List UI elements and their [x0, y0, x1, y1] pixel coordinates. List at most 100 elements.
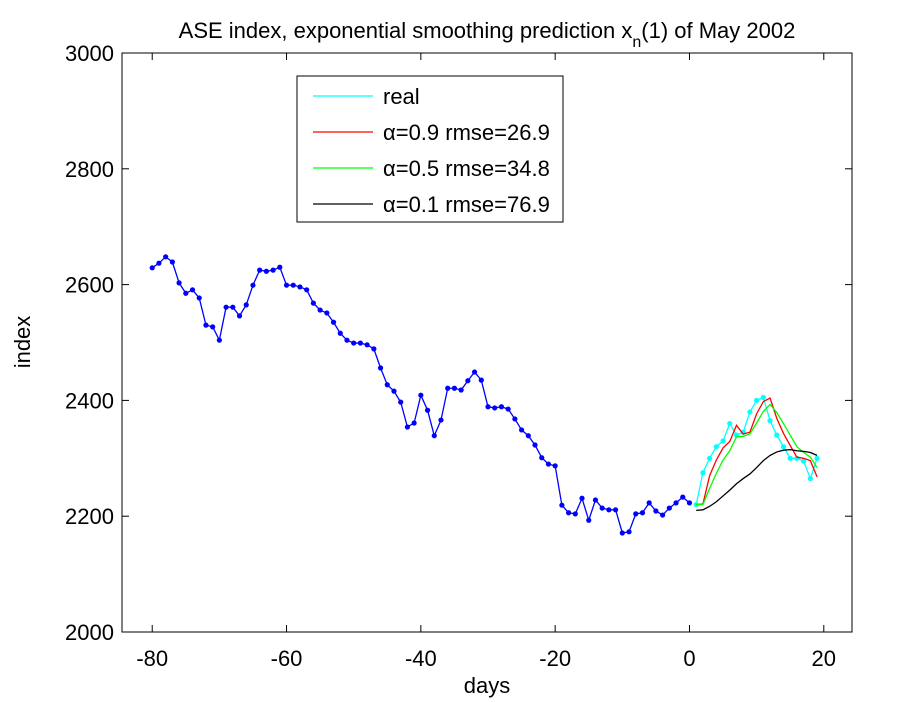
data-point [471, 369, 478, 375]
data-point [686, 500, 693, 506]
data-point [458, 387, 464, 393]
data-point [801, 458, 807, 464]
data-point [297, 284, 303, 290]
data-point [532, 442, 538, 448]
data-point [371, 346, 377, 352]
data-point [290, 282, 296, 288]
legend-label: α=0.9 rmse=26.9 [383, 120, 550, 145]
data-point [384, 382, 390, 388]
y-tick-label: 2600 [65, 273, 114, 298]
data-point [344, 337, 350, 343]
data-point [391, 388, 397, 394]
data-point [431, 433, 437, 439]
data-point [539, 455, 545, 461]
data-point [613, 507, 619, 513]
data-point [438, 417, 444, 423]
data-point [169, 259, 175, 265]
data-point [606, 507, 612, 513]
data-point [633, 511, 639, 517]
data-point [263, 268, 269, 274]
data-point [639, 510, 646, 516]
data-point [236, 313, 243, 319]
data-point [559, 502, 565, 508]
data-point [317, 307, 323, 313]
data-point [814, 455, 820, 461]
data-point [700, 470, 706, 476]
data-point [163, 254, 169, 260]
y-tick-label: 2400 [65, 388, 114, 413]
data-point [183, 290, 189, 296]
data-point [747, 409, 753, 415]
data-point [304, 287, 310, 293]
data-point [787, 455, 793, 461]
x-tick-label: 20 [812, 646, 836, 671]
y-tick-label: 2000 [65, 620, 114, 645]
y-tick-label: 3000 [65, 41, 114, 66]
data-point [418, 392, 424, 398]
data-point [727, 420, 733, 427]
data-point [203, 322, 209, 328]
data-point [485, 404, 491, 410]
data-point [451, 385, 458, 391]
data-point [646, 500, 652, 506]
title-tail: (1) of May 2002 [641, 18, 795, 43]
data-point [713, 444, 719, 450]
data-point [666, 505, 672, 511]
data-point [250, 282, 256, 288]
data-point [223, 304, 229, 310]
data-point [592, 497, 599, 503]
data-point [310, 300, 316, 306]
series-line [696, 403, 818, 506]
data-point [277, 264, 283, 270]
data-point [465, 378, 471, 384]
data-point [330, 319, 337, 325]
data-point [579, 495, 585, 501]
x-tick-label: -40 [405, 646, 437, 671]
data-point [774, 432, 780, 438]
data-point [707, 455, 713, 461]
data-point [720, 438, 726, 444]
data-point [626, 529, 632, 535]
data-point [599, 505, 605, 511]
data-point [189, 287, 196, 293]
title-main: ASE index, exponential smoothing predict… [179, 18, 633, 43]
data-point [424, 407, 431, 413]
x-tick-label: -20 [539, 646, 571, 671]
data-point [411, 420, 417, 426]
data-point [572, 511, 578, 517]
data-point [525, 433, 531, 439]
data-point [337, 330, 343, 336]
chart-title: ASE index, exponential smoothing predict… [179, 18, 796, 51]
legend-label: α=0.1 rmse=76.9 [383, 192, 550, 217]
data-point [653, 508, 659, 514]
data-point [283, 282, 290, 288]
data-point [680, 494, 686, 500]
y-tick-label: 2800 [65, 157, 114, 182]
data-point [230, 304, 236, 310]
data-point [243, 302, 249, 308]
legend-label: real [383, 84, 420, 109]
data-point [478, 377, 484, 383]
x-tick-label: -80 [136, 646, 168, 671]
data-point [357, 340, 364, 346]
data-point [492, 405, 498, 411]
data-point [518, 427, 525, 433]
data-point [754, 397, 760, 403]
x-axis-label: days [464, 673, 510, 698]
x-tick-label: -60 [271, 646, 303, 671]
data-point [565, 510, 572, 516]
data-point [377, 365, 384, 371]
data-point [586, 517, 592, 523]
series-line [696, 448, 818, 512]
data-point [156, 260, 162, 266]
data-point [660, 512, 666, 518]
legend-label: α=0.5 rmse=34.8 [383, 156, 550, 181]
data-point [257, 267, 263, 273]
data-point [552, 463, 558, 469]
legend-box [296, 75, 564, 223]
data-point [324, 310, 330, 316]
data-point [176, 280, 182, 286]
data-point [673, 500, 679, 506]
